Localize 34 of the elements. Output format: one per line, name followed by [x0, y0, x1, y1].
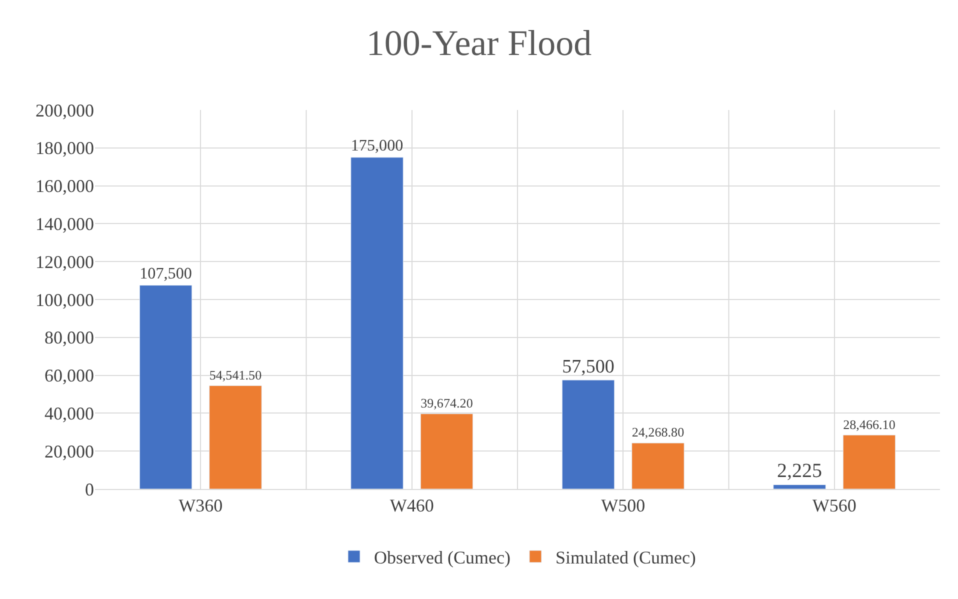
y-tick-label: 0 — [85, 479, 94, 500]
y-tick-label: 100,000 — [36, 290, 94, 310]
data-label: 2,225 — [777, 460, 822, 482]
legend-label: Simulated (Cumec) — [555, 547, 696, 568]
y-tick-label: 160,000 — [36, 176, 94, 196]
x-tick-label: W500 — [601, 496, 646, 516]
data-label: 107,500 — [140, 265, 192, 282]
y-tick-label: 140,000 — [36, 214, 94, 234]
bar — [420, 414, 474, 489]
y-tick-label: 200,000 — [36, 100, 94, 120]
data-label: 54,541.50 — [209, 367, 262, 382]
bar — [562, 380, 615, 489]
x-tick-label: W560 — [812, 496, 856, 516]
y-tick-label: 20,000 — [44, 441, 94, 462]
chart-title: 100-Year Flood — [366, 23, 592, 64]
bar — [773, 484, 826, 489]
y-tick-label: 180,000 — [36, 138, 94, 158]
data-label: 57,500 — [562, 356, 614, 378]
bar — [842, 434, 896, 489]
data-label: 28,466.10 — [843, 416, 896, 432]
x-tick-label: W360 — [178, 496, 223, 516]
bar — [209, 385, 262, 489]
y-tick-label: 60,000 — [44, 366, 94, 386]
data-label: 175,000 — [350, 137, 404, 154]
y-tick-label: 80,000 — [44, 328, 94, 348]
data-label: 39,674.20 — [420, 396, 474, 411]
y-tick-label: 40,000 — [44, 404, 94, 424]
bar — [139, 285, 192, 489]
x-tick-label: W460 — [390, 496, 434, 516]
y-tick-label: 120,000 — [36, 252, 94, 272]
bar — [350, 157, 404, 489]
data-label: 24,268.80 — [632, 424, 685, 440]
bar — [632, 442, 684, 489]
legend-label: Observed (Cumec) — [374, 547, 510, 568]
